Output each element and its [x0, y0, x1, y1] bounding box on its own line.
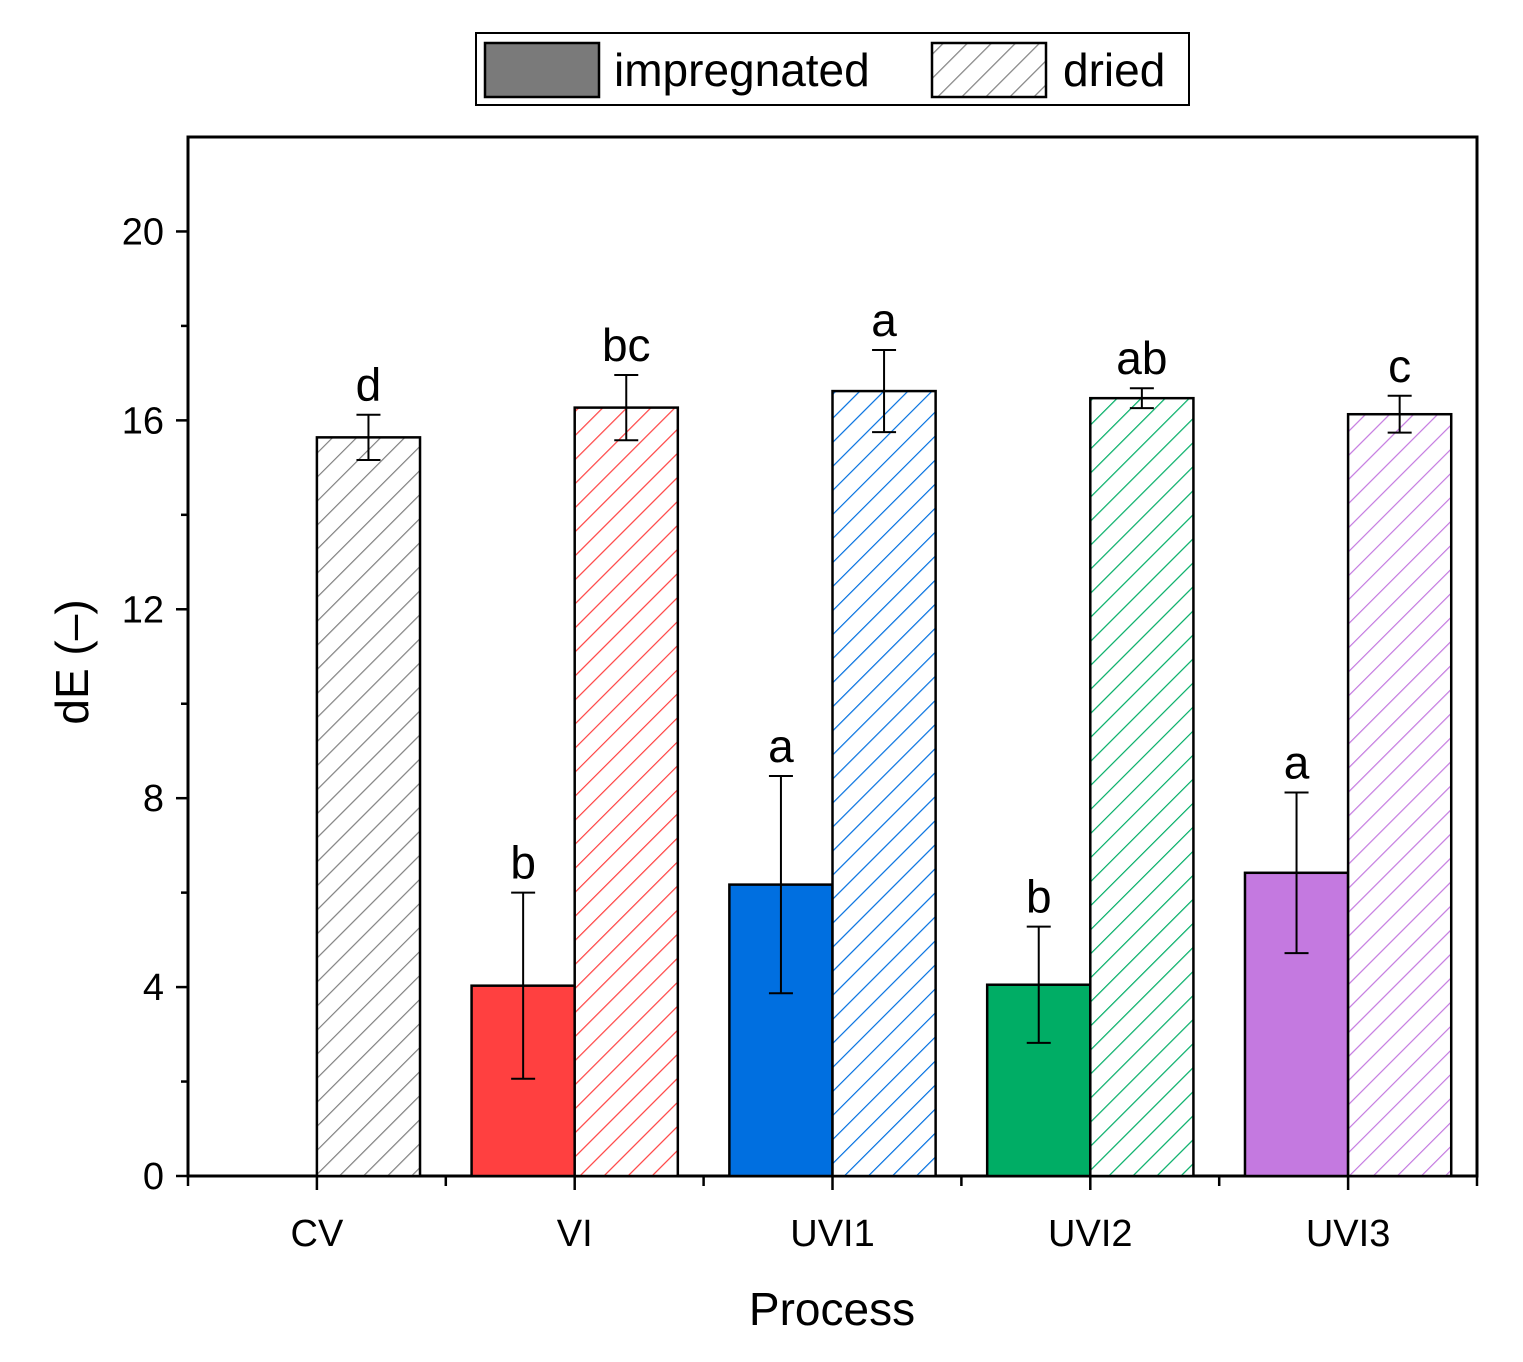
y-axis-title: dE (–) [46, 599, 98, 724]
error-bar-dried-CV [356, 413, 381, 462]
y-tick-label: 8 [143, 778, 164, 820]
significance-label-impregnated-UVI2: b [1026, 871, 1052, 923]
legend-swatch-impregnated [483, 41, 601, 99]
x-tick-label: UVI1 [790, 1213, 874, 1255]
bar-dried-CV [315, 436, 422, 1178]
error-bar-impregnated-UVI3 [1284, 791, 1309, 955]
significance-label-dried-UVI1: a [871, 294, 897, 346]
x-tick-label: VI [557, 1213, 593, 1255]
x-tick-label: CV [291, 1213, 344, 1255]
error-bar-dried-VI [614, 374, 639, 442]
error-bars [356, 348, 1412, 1080]
error-bar-impregnated-UVI2 [1026, 925, 1051, 1044]
significance-label-dried-UVI2: ab [1116, 332, 1167, 384]
y-tick-label: 4 [143, 967, 164, 1009]
y-tick-label: 20 [122, 211, 164, 253]
bar-dried-UVI3 [1346, 412, 1453, 1178]
significance-label-dried-VI: bc [602, 319, 651, 371]
bar-dried-UVI2 [1089, 396, 1195, 1178]
y-tick-label: 0 [143, 1156, 164, 1198]
legend-label-impregnated: impregnated [614, 44, 870, 96]
bars [315, 389, 1453, 1178]
significance-label-impregnated-UVI1: a [768, 720, 794, 772]
significance-label-impregnated-UVI3: a [1284, 737, 1310, 789]
legend-label-dried: dried [1063, 44, 1165, 96]
y-tick-label: 12 [122, 589, 164, 631]
x-tick-label: UVI3 [1306, 1213, 1390, 1255]
error-bar-dried-UVI1 [872, 348, 897, 434]
bar-dried-VI [573, 406, 680, 1178]
x-tick-label: UVI2 [1048, 1213, 1132, 1255]
x-axis: CV VI UVI1 UVI2 UVI3 [186, 1176, 1479, 1255]
legend: impregnated dried [475, 32, 1190, 106]
bar-dried-UVI1 [831, 389, 937, 1178]
error-bar-impregnated-UVI1 [768, 774, 793, 995]
error-bar-dried-UVI2 [1129, 387, 1154, 410]
significance-label-impregnated-VI: b [510, 837, 536, 889]
y-tick-label: 16 [122, 400, 164, 442]
significance-label-dried-UVI3: c [1388, 340, 1411, 392]
legend-swatch-dried [930, 41, 1048, 99]
significance-label-dried-CV: d [356, 359, 382, 411]
y-axis: 0 4 8 12 16 20 [122, 211, 188, 1198]
error-bar-impregnated-VI [511, 891, 536, 1080]
error-bar-dried-UVI3 [1387, 394, 1412, 434]
x-axis-title: Process [749, 1283, 915, 1335]
